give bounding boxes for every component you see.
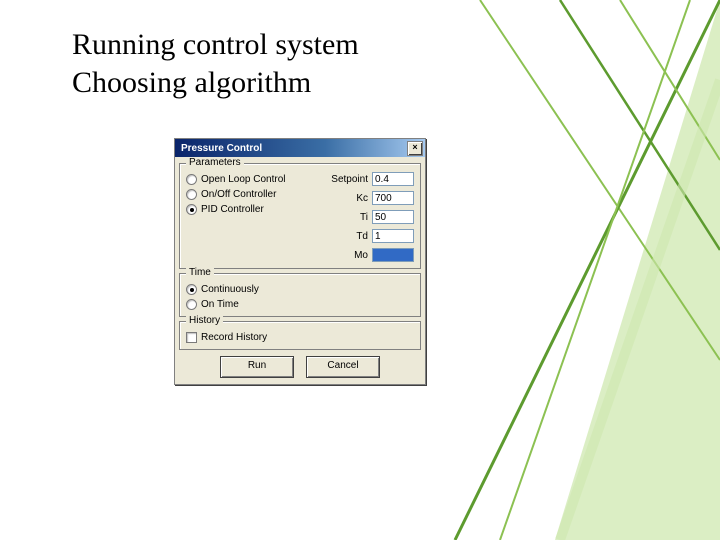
pressure-control-dialog: Pressure Control × Parameters Open Loop … xyxy=(174,138,426,385)
run-button[interactable]: Run xyxy=(220,356,294,378)
mo-input[interactable] xyxy=(372,248,414,262)
radio-icon xyxy=(186,174,197,185)
td-input[interactable] xyxy=(372,229,414,243)
parameter-fields: Setpoint Kc Ti Td xyxy=(304,172,414,262)
radio-label: Open Loop Control xyxy=(201,174,286,185)
radio-label: PID Controller xyxy=(201,204,264,215)
radio-label: On/Off Controller xyxy=(201,189,276,200)
radio-icon xyxy=(186,189,197,200)
ti-input[interactable] xyxy=(372,210,414,224)
td-label: Td xyxy=(356,231,368,242)
radio-pid[interactable]: PID Controller xyxy=(186,204,304,215)
radio-on-time[interactable]: On Time xyxy=(186,299,414,310)
dialog-button-row: Run Cancel xyxy=(179,356,421,378)
history-group: History Record History xyxy=(179,321,421,350)
time-legend: Time xyxy=(186,267,214,278)
radio-on-off[interactable]: On/Off Controller xyxy=(186,189,304,200)
cancel-button[interactable]: Cancel xyxy=(306,356,380,378)
ti-label: Ti xyxy=(360,212,368,223)
setpoint-input[interactable] xyxy=(372,172,414,186)
mo-label: Mo xyxy=(354,250,368,261)
radio-continuously[interactable]: Continuously xyxy=(186,284,414,295)
parameters-legend: Parameters xyxy=(186,157,244,168)
radio-open-loop[interactable]: Open Loop Control xyxy=(186,174,304,185)
radio-icon xyxy=(186,284,197,295)
radio-icon xyxy=(186,204,197,215)
close-button[interactable]: × xyxy=(407,141,423,156)
history-legend: History xyxy=(186,315,223,326)
radio-label: On Time xyxy=(201,299,239,310)
setpoint-label: Setpoint xyxy=(331,174,368,185)
record-history-checkbox[interactable]: Record History xyxy=(186,332,414,343)
dialog-client-area: Parameters Open Loop Control On/Off Cont… xyxy=(175,157,425,384)
radio-icon xyxy=(186,299,197,310)
checkbox-label: Record History xyxy=(201,332,267,343)
title-line-1: Running control system xyxy=(72,28,359,61)
checkbox-icon xyxy=(186,332,197,343)
title-line-2: Choosing algorithm xyxy=(72,66,311,99)
radio-label: Continuously xyxy=(201,284,259,295)
dialog-titlebar: Pressure Control × xyxy=(175,139,425,157)
kc-input[interactable] xyxy=(372,191,414,205)
algorithm-radio-group: Open Loop Control On/Off Controller PID … xyxy=(186,174,304,215)
dialog-title: Pressure Control xyxy=(181,143,262,154)
kc-label: Kc xyxy=(356,193,368,204)
time-group: Time Continuously On Time xyxy=(179,273,421,317)
slide-title: Running control system Choosing algorith… xyxy=(72,26,359,101)
parameters-group: Parameters Open Loop Control On/Off Cont… xyxy=(179,163,421,269)
